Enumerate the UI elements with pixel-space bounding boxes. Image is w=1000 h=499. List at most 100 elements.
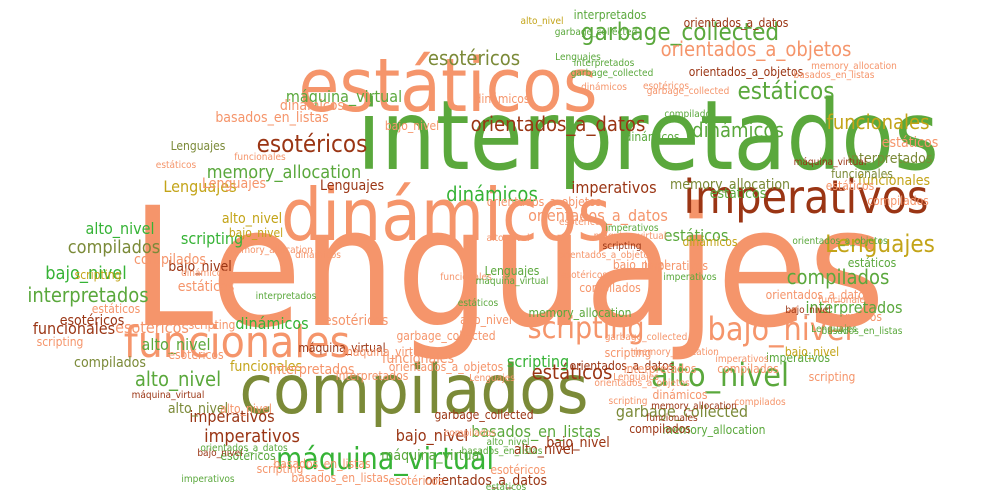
cloud-word: dinámicos — [295, 249, 341, 261]
cloud-word: bajo_nivel — [385, 119, 439, 133]
cloud-word: scripting — [528, 311, 645, 346]
cloud-word: alto_nivel — [135, 367, 221, 391]
cloud-word: esotéricos — [388, 474, 444, 488]
cloud-word: interpretados — [336, 369, 409, 383]
cloud-word: interpretados — [848, 151, 933, 167]
cloud-word: compilados — [629, 422, 691, 436]
cloud-word: imperativos — [766, 351, 830, 365]
cloud-word: Lenguajes — [469, 373, 515, 384]
cloud-word: Lenguajes — [163, 177, 236, 196]
cloud-word: máquina_virtual — [381, 448, 483, 464]
cloud-word: bajo_nivel — [168, 259, 231, 275]
cloud-word: bajo_nivel — [229, 226, 283, 240]
cloud-word: orientados_a_objetos — [558, 250, 654, 261]
cloud-word: imperativos — [204, 426, 300, 447]
cloud-word: garbage_collected — [616, 402, 748, 422]
cloud-word: compilados — [734, 397, 786, 408]
cloud-word: orientados_a_objetos — [389, 360, 504, 374]
cloud-word: estáticos — [156, 159, 197, 171]
cloud-word: memory_allocation — [227, 245, 313, 256]
cloud-word: basados_en_listas — [471, 422, 601, 442]
cloud-word: basados_en_listas — [794, 70, 875, 81]
cloud-word: alto_nivel — [486, 437, 529, 448]
cloud-word: bajo_nivel — [708, 310, 853, 348]
cloud-word: dinámicos — [683, 235, 738, 249]
cloud-word: orientados_a_objetos — [689, 65, 804, 79]
cloud-word: máquina_virtual — [794, 156, 867, 168]
cloud-word: alto_nivel — [486, 233, 529, 244]
cloud-word: scripting — [507, 352, 569, 371]
cloud-word: estáticos — [532, 360, 613, 384]
cloud-word: compilados — [664, 109, 716, 120]
cloud-word: funcionales — [33, 319, 115, 338]
cloud-word: imperativos — [715, 354, 769, 365]
cloud-word: compilados — [74, 355, 146, 371]
cloud-word: funcionales — [124, 317, 350, 368]
cloud-word: funcionales — [831, 167, 893, 181]
cloud-word: imperativos — [818, 310, 882, 324]
cloud-word: interpretados — [256, 291, 317, 302]
cloud-word: estáticos — [826, 179, 875, 193]
cloud-word: dinámicos — [581, 81, 627, 93]
cloud-word: estáticos — [178, 279, 235, 295]
cloud-word: esotéricos — [324, 313, 389, 329]
cloud-word: interpretados — [357, 80, 939, 192]
cloud-word: esotéricos — [60, 313, 125, 329]
cloud-word: bajo_nivel — [197, 448, 242, 459]
cloud-word: imperativos — [663, 272, 717, 283]
cloud-word: basados_en_listas — [273, 457, 371, 471]
cloud-word: compilados — [787, 265, 890, 289]
cloud-word: máquina_virtual — [132, 389, 205, 401]
cloud-word: orientados_a_datos — [528, 206, 668, 226]
cloud-word: Lenguajes — [825, 230, 935, 258]
cloud-word: orientados_a_datos — [200, 443, 288, 454]
cloud-word: imperativos — [683, 170, 928, 224]
cloud-word: garbage_collected — [571, 68, 654, 79]
cloud-word: orientados_a_datos — [570, 359, 675, 373]
cloud-word: bajo_nivel — [613, 258, 667, 272]
cloud-word: garbage_collected — [581, 18, 779, 46]
cloud-word: estáticos — [458, 297, 499, 309]
cloud-word: scripting — [809, 370, 856, 384]
cloud-word: máquina_virtual — [276, 442, 494, 477]
cloud-word: funcionales — [858, 173, 930, 189]
cloud-word: alto_nivel — [168, 401, 228, 417]
cloud-word: estáticos — [664, 226, 729, 245]
cloud-word: interpretados — [805, 298, 902, 317]
cloud-word: garbage_collected — [647, 86, 730, 97]
cloud-word: memory_allocation — [633, 347, 719, 358]
cloud-word: garbage_collected — [434, 408, 533, 422]
cloud-word: basados_en_listas — [462, 446, 543, 457]
cloud-word: orientados_a_datos — [471, 112, 646, 136]
cloud-word: memory_allocation — [811, 61, 897, 72]
cloud-word: bajo_nivel — [785, 345, 839, 359]
cloud-word: memory_allocation — [529, 306, 632, 320]
cloud-word: scripting — [189, 318, 236, 332]
cloud-word: compilados — [239, 351, 588, 430]
cloud-word: dinámicos — [446, 182, 538, 206]
cloud-word: dinámicos — [625, 130, 680, 144]
cloud-word: estáticos — [882, 135, 939, 151]
cloud-word: orientados_a_objetos — [487, 195, 602, 209]
cloud-word: alto_nivel — [514, 442, 574, 458]
cloud-word: dinámicos — [181, 267, 227, 279]
cloud-word: memory_allocation — [663, 423, 766, 437]
cloud-word: imperativos — [605, 223, 659, 234]
cloud-word: Lenguajes — [202, 176, 266, 192]
cloud-word: scripting — [603, 241, 642, 252]
cloud-word: compilados — [867, 194, 929, 208]
cloud-word: máquina_virtual — [298, 341, 385, 355]
cloud-word: basados_en_listas — [822, 326, 903, 337]
cloud-word: orientados_a_objetos — [594, 378, 690, 389]
cloud-word: estáticos — [298, 43, 597, 129]
cloud-word: garbage_collected — [396, 329, 495, 343]
cloud-word: scripting — [37, 335, 84, 349]
cloud-word: esotéricos — [559, 216, 605, 228]
cloud-word: bajo_nivel — [546, 435, 609, 451]
cloud-word: memory_allocation — [207, 162, 361, 183]
cloud-word: orientados_a_objetos — [661, 37, 852, 61]
cloud-word: interpretados — [624, 362, 697, 376]
cloud-word: scripting — [609, 396, 648, 407]
cloud-word: alto_nivel — [220, 402, 272, 416]
